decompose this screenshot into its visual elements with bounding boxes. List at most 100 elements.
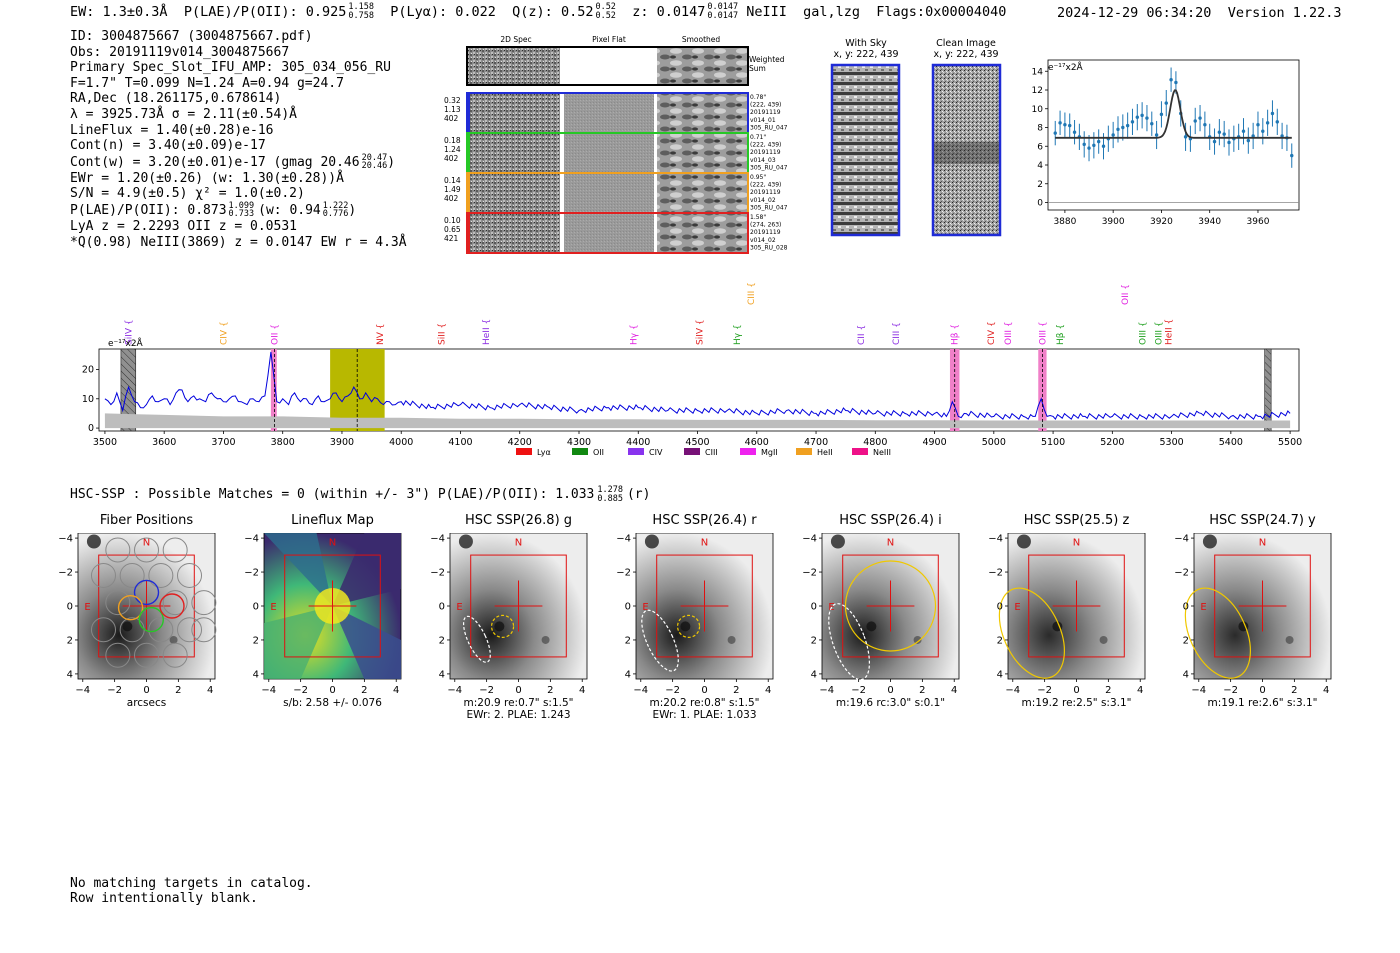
hsc-panel-image: NE4−42−200−22−44 <box>802 533 960 696</box>
legend-label: NeIII <box>873 448 891 457</box>
spectral-line-label: CIV { <box>987 321 997 345</box>
fit-point <box>1072 130 1077 134</box>
spectral-line-label: HeII { <box>1165 319 1175 345</box>
legend-label: Lyα <box>537 448 551 457</box>
hsc-aperture-circle <box>844 560 937 652</box>
hsc-caption-line-1: arcsecs <box>126 697 167 709</box>
info-plae-hi: 1.099 <box>228 200 255 211</box>
hsc-x-tick-label: −4 <box>819 685 834 696</box>
fit-point <box>1130 120 1135 124</box>
hsc-y-tick-label: 4 <box>997 669 1003 680</box>
lineflux-facet <box>332 606 401 679</box>
spectrum-x-tick-label: 3900 <box>330 437 354 448</box>
hsc-aperture-box <box>284 554 381 658</box>
fit-point <box>1068 123 1072 128</box>
hsc-x-tick-label: 0 <box>329 685 335 696</box>
hsc-y-tick-label: 4 <box>439 669 445 680</box>
fit-point <box>1212 139 1217 144</box>
fit-y-tick-label: 12 <box>1032 86 1043 96</box>
legend-label: CIV <box>649 448 663 457</box>
hsc-x-tick-label: 2 <box>361 685 367 696</box>
hsc-x-tick-label: −4 <box>447 685 462 696</box>
hsc-y-tick-label: −4 <box>58 534 73 545</box>
hsc-caption-line-2: EWr: 2. PLAE: 1.243 <box>466 709 571 721</box>
info-primary: Primary Spec_Slot_IFU_AMP: 305_034_056_R… <box>70 60 391 76</box>
east-label: E <box>270 602 276 613</box>
hsc-y-tick-label: 2 <box>253 635 259 646</box>
spectrum-shaded-region <box>120 348 137 432</box>
info-q: *Q(0.98) NeIII(3869) z = 0.0147 EW r = 4… <box>70 234 407 250</box>
fiber-orange <box>117 594 144 621</box>
spectrum-x-tick-label: 3500 <box>93 437 117 448</box>
cutout-left-value: 1.13 <box>444 105 461 114</box>
clean-image-label: Clean Image <box>936 38 996 49</box>
fit-x-tick-label: 3960 <box>1247 217 1270 227</box>
hsc-x-tick-label: −2 <box>665 685 680 696</box>
hsc-x-tick-label: −2 <box>851 685 866 696</box>
info-plae-w: (w: 0.94 <box>258 202 321 218</box>
info-plae-text: P(LAE)/P(OII): 0.873 <box>70 202 227 218</box>
fit-point <box>1096 139 1101 144</box>
hsc-panel-caption: m:20.9 re:0.7" s:1.5" EWr: 2. PLAE: 1.243 <box>440 697 597 721</box>
spectral-line-label: OIII { <box>1038 321 1048 345</box>
fiber-circle <box>177 617 203 643</box>
info-cont-w-hi: 20.47 <box>361 152 388 163</box>
hsc-summary-lo: 0.885 <box>597 493 623 504</box>
fit-point <box>1227 140 1231 145</box>
fiber-circle <box>105 590 131 616</box>
header-ew: EW: 1.3±0.3Å <box>70 4 168 20</box>
fit-point <box>1159 112 1164 117</box>
header-version: Version 1.22.3 <box>1227 5 1342 21</box>
spectrum-noise-area <box>104 413 1291 429</box>
cutout-left-value: 1.24 <box>444 145 461 154</box>
hsc-x-tick-label: 2 <box>919 685 925 696</box>
fit-point <box>1111 133 1115 137</box>
fit-point <box>1154 133 1159 137</box>
spectrum-y-tick-label: 20 <box>82 365 94 376</box>
cutouts-2d: 2D Spec Pixel Flat Smoothed Weighted Sum… <box>444 35 788 254</box>
hsc-panel-image: NE4−42−200−22−44 <box>244 533 402 696</box>
fiber-circle <box>162 590 188 616</box>
header-z: z: 0.0147 <box>632 4 706 20</box>
hsc-source-blob <box>1099 635 1108 644</box>
cutout-left-value: 402 <box>444 114 459 123</box>
spectrum-vlines <box>274 349 1043 431</box>
spectrum-x-ticks: 3500 3600 3700 3800 3900 4000 4100 4200 4300 4400… <box>93 431 1302 448</box>
cutout-left-value: 1.49 <box>444 185 461 194</box>
hsc-panel-title: HSC SSP(26.4) i <box>839 513 942 528</box>
spectrum-shaded-region <box>1264 348 1272 432</box>
fit-point <box>1198 116 1202 120</box>
fiber-green <box>138 606 164 633</box>
hsc-y-tick-label: 2 <box>1183 635 1189 646</box>
fit-point <box>1193 119 1197 123</box>
hsc-source-blob <box>541 635 550 644</box>
cutout-smoothed-image <box>657 134 748 172</box>
fit-point <box>1164 101 1168 105</box>
hsc-x-tick-label: 2 <box>1105 685 1111 696</box>
fit-y-tick-label: 14 <box>1032 67 1044 77</box>
cutout-right-value: v014_02 <box>750 237 776 244</box>
legend-label: CIII <box>705 448 718 457</box>
header-z-hi: 0.0147 <box>707 2 739 12</box>
hsc-source-blob <box>830 534 845 549</box>
cutout-right-value: 20191119 <box>750 149 781 156</box>
spectrum-y-tick-label: 10 <box>82 394 94 405</box>
hsc-caption-line-1: s/b: 2.58 +/- 0.076 <box>283 697 382 709</box>
info-plae-lo: 0.733 <box>228 209 255 220</box>
cutout-left-value: 0.14 <box>444 176 461 185</box>
cutout-row-marker <box>467 94 470 132</box>
cutout-smoothed-image <box>657 94 748 132</box>
cutout-right-value: (274, 263) <box>750 222 781 229</box>
hsc-x-tick-label: −4 <box>633 685 648 696</box>
fit-point <box>1121 125 1125 130</box>
spectrum-y-ticks: 0 10 20 <box>82 365 99 434</box>
info-cont-w-end: ) <box>387 154 396 170</box>
spectral-line-label: OII { <box>270 324 280 345</box>
weighted-label: Weighted <box>749 55 785 64</box>
fiber-red <box>159 593 185 619</box>
fiber-circle <box>90 562 116 588</box>
fit-point <box>1116 127 1120 132</box>
spectral-line-label: OIII { <box>1004 321 1014 345</box>
spectral-line-label: CIV { <box>219 321 229 345</box>
north-label: N <box>1259 538 1266 549</box>
